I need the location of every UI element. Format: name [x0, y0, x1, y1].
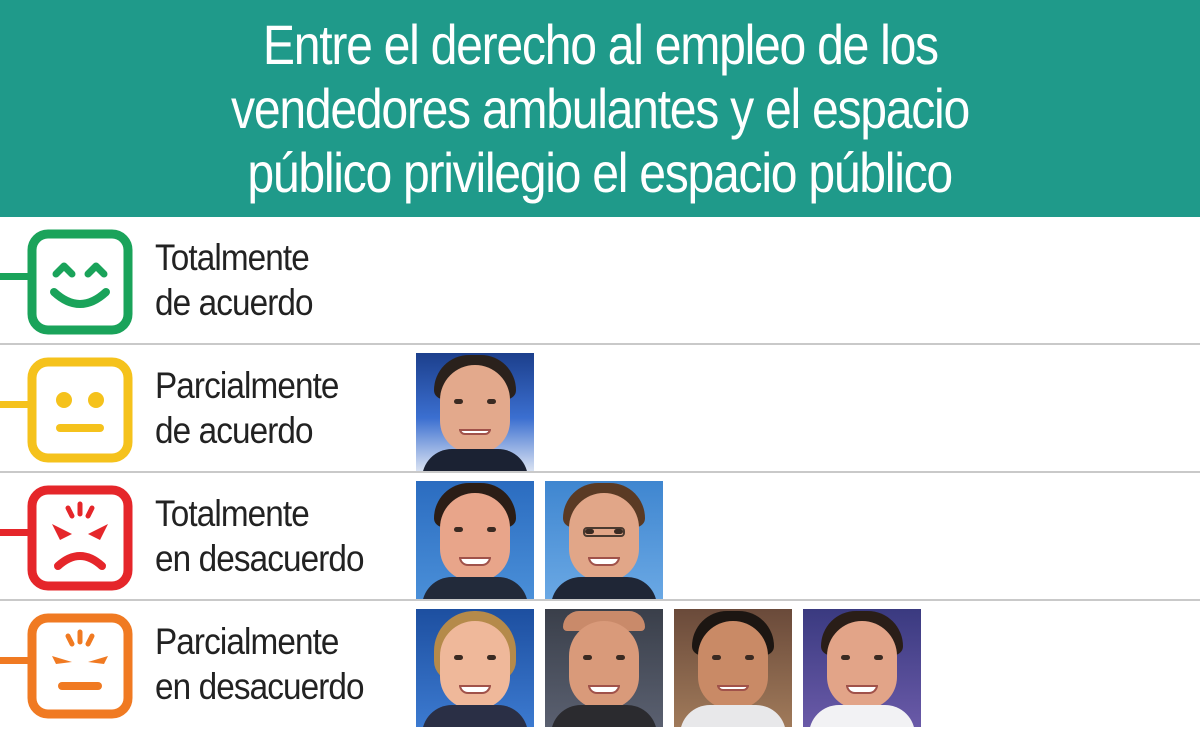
row-label-line-2: de acuerdo: [155, 410, 314, 451]
row-totalmente-de-acuerdo: Totalmente de acuerdo: [0, 219, 1200, 345]
photo-group: [416, 481, 663, 599]
person-photo: [416, 353, 534, 471]
happy-face-icon: [27, 229, 133, 335]
photo-group: [416, 609, 921, 727]
row-label-line-1: Totalmente: [155, 493, 310, 534]
row-label: Parcialmente de acuerdo: [155, 363, 380, 453]
row-connector: [0, 529, 32, 536]
row-label-line-1: Parcialmente: [155, 621, 339, 662]
row-label: Parcialmente en desacuerdo: [155, 619, 380, 709]
title-line-2: vendedores ambulantes y el espacio: [231, 76, 970, 140]
title-banner: Entre el derecho al empleo de los vended…: [0, 0, 1200, 217]
row-label-line-1: Totalmente: [155, 237, 310, 278]
row-connector: [0, 273, 32, 280]
row-parcialmente-en-desacuerdo: Parcialmente en desacuerdo: [0, 603, 1200, 729]
title-line-3: público privilegio el espacio público: [247, 140, 954, 204]
row-label-line-2: en desacuerdo: [155, 666, 365, 707]
person-photo: [674, 609, 792, 727]
person-photo: [545, 481, 663, 599]
row-connector: [0, 401, 32, 408]
title-line-1: Entre el derecho al empleo de los: [262, 12, 939, 76]
row-connector: [0, 657, 32, 664]
row-label: Totalmente de acuerdo: [155, 235, 380, 325]
person-photo: [803, 609, 921, 727]
row-totalmente-en-desacuerdo: Totalmente en desacuerdo: [0, 475, 1200, 601]
person-photo: [545, 609, 663, 727]
annoyed-face-icon: [27, 613, 133, 719]
photo-group: [416, 353, 534, 471]
row-parcialmente-de-acuerdo: Parcialmente de acuerdo: [0, 347, 1200, 473]
row-label-line-1: Parcialmente: [155, 365, 339, 406]
angry-face-icon: [27, 485, 133, 591]
person-photo: [416, 481, 534, 599]
neutral-face-icon: [27, 357, 133, 463]
row-label: Totalmente en desacuerdo: [155, 491, 380, 581]
row-label-line-2: en desacuerdo: [155, 538, 365, 579]
row-label-line-2: de acuerdo: [155, 282, 314, 323]
person-photo: [416, 609, 534, 727]
